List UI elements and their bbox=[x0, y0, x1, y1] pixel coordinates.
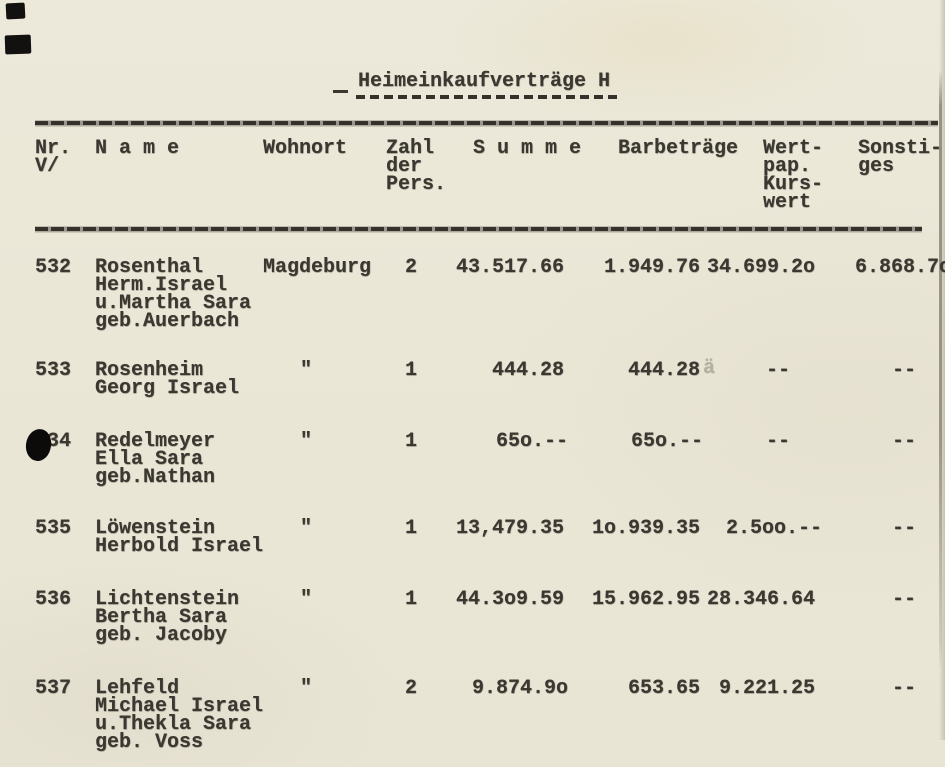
cell-wohnort: " bbox=[300, 517, 313, 540]
cell-nr: 537 bbox=[35, 677, 72, 700]
cell-summe: 43.517.66 bbox=[455, 256, 564, 279]
cell-name: Redelmeyer Ella Sara geb.Nathan bbox=[95, 430, 216, 489]
cell-barbetraege: 653.65 bbox=[627, 677, 700, 700]
col-header-nr: Nr. V/ bbox=[35, 137, 72, 178]
cell-zahl: 2 bbox=[404, 256, 417, 279]
cell-sonstiges: 6.868.7o bbox=[855, 256, 945, 279]
cell-name: Lehfeld Michael Israel u.Thekla Sara geb… bbox=[95, 677, 264, 754]
cell-zahl: 1 bbox=[404, 430, 417, 453]
cell-sonstiges: -- bbox=[891, 677, 916, 700]
cell-barbetraege: 1.949.76 bbox=[603, 256, 700, 279]
ink-blot-top-left-2 bbox=[4, 34, 32, 55]
col-header-wertpap: Wert- pap. Kurs- wert bbox=[763, 137, 824, 214]
page-edge-shadow bbox=[939, 0, 945, 740]
cell-zahl: 1 bbox=[404, 359, 417, 382]
cell-summe: 44.3o9.59 bbox=[455, 588, 564, 611]
cell-barbetraege: 65o.-- bbox=[630, 430, 703, 453]
col-header-name: N a m e bbox=[95, 137, 180, 160]
col-header-barbetraege: Barbeträge bbox=[618, 137, 739, 160]
cell-wohnort: " bbox=[300, 588, 313, 611]
cell-nr: 535 bbox=[35, 517, 72, 540]
cell-wohnort: " bbox=[300, 359, 313, 382]
cell-name: Löwenstein Herbold Israel bbox=[95, 517, 264, 558]
ink-blot-top-left-1 bbox=[5, 2, 26, 20]
cell-barbetraege: 444.28 bbox=[627, 359, 700, 382]
cell-summe: 444.28 bbox=[491, 359, 564, 382]
cell-barbetraege: 15.962.95 bbox=[591, 588, 700, 611]
cell-nr: 532 bbox=[35, 256, 72, 279]
cell-wertpap: 9.221.25 bbox=[718, 677, 815, 700]
cell-name: Lichtenstein Bertha Sara geb. Jacoby bbox=[95, 588, 240, 647]
cell-zahl: 1 bbox=[404, 588, 417, 611]
cell-wertpap: -- bbox=[765, 430, 790, 453]
table-rule-top bbox=[35, 121, 938, 125]
cell-name: Rosenthal Herm.Israel u.Martha Sara geb.… bbox=[95, 256, 252, 333]
title-underline bbox=[356, 95, 620, 99]
cell-name: Rosenheim Georg Israel bbox=[95, 359, 240, 400]
cell-nr: 533 bbox=[35, 359, 72, 382]
cell-summe: 65o.-- bbox=[495, 430, 568, 453]
cell-wertpap: -- bbox=[765, 359, 790, 382]
cell-wohnort: Magdeburg bbox=[263, 256, 372, 279]
table-rule-header-bottom bbox=[35, 227, 922, 231]
cell-zahl: 2 bbox=[404, 677, 417, 700]
cell-barbetraege: 1o.939.35 bbox=[591, 517, 700, 540]
col-header-zahl: Zahl der Pers. bbox=[386, 137, 447, 196]
cell-sonstiges: -- bbox=[891, 430, 916, 453]
col-header-sonstiges: Sonsti- ges bbox=[858, 137, 943, 178]
cell-wertpap: 28.346.64 bbox=[706, 588, 815, 611]
cell-summe: 13,479.35 bbox=[455, 517, 564, 540]
cell-wertpap: 34.699.2o bbox=[706, 256, 815, 279]
cell-sonstiges: -- bbox=[891, 588, 916, 611]
cell-nr: 536 bbox=[35, 588, 72, 611]
col-header-wohnort: Wohnort bbox=[263, 137, 348, 160]
cell-wertpap: 2.5oo.-- bbox=[725, 517, 822, 540]
cell-sonstiges: -- bbox=[891, 359, 916, 382]
cell-wohnort: " bbox=[300, 677, 313, 700]
document-title: Heimeinkaufverträge H bbox=[358, 70, 611, 93]
title-prefix-dash bbox=[333, 90, 348, 93]
col-header-summe: S u m m e bbox=[473, 137, 582, 160]
cell-sonstiges: -- bbox=[891, 517, 916, 540]
cell-zahl: 1 bbox=[404, 517, 417, 540]
ink-smudge: ä bbox=[703, 357, 716, 380]
page-fold-line bbox=[939, 70, 942, 670]
cell-wohnort: " bbox=[300, 430, 313, 453]
cell-summe: 9.874.9o bbox=[471, 677, 568, 700]
